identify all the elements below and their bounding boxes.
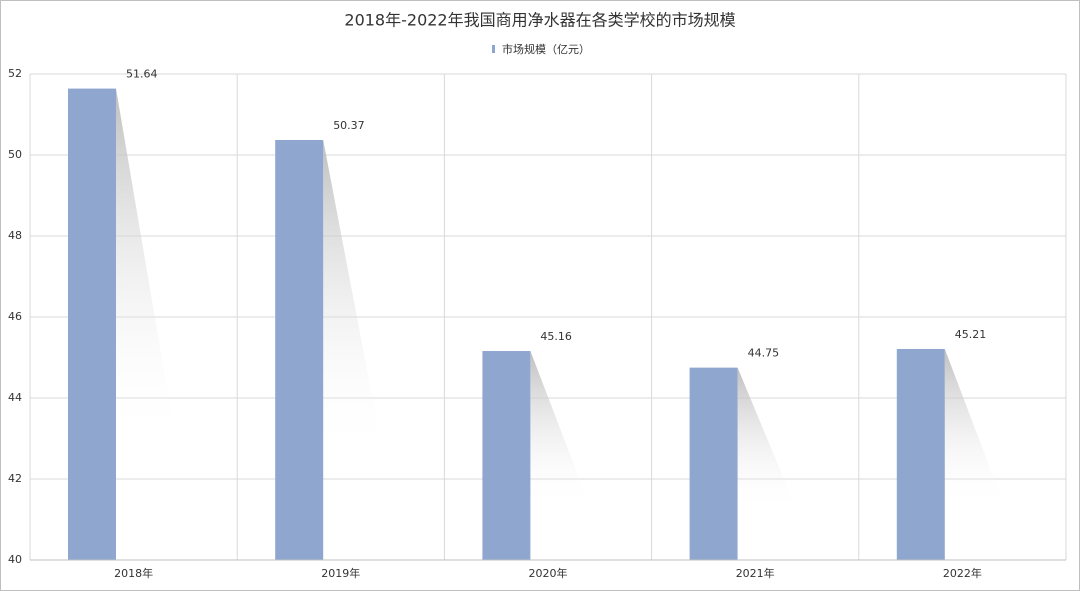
y-tick-label: 40 — [8, 553, 22, 566]
chart-title: 2018年-2022年我国商用净水器在各类学校的市场规模 — [344, 11, 735, 30]
value-label: 50.37 — [333, 119, 365, 132]
bar — [689, 367, 738, 560]
bar-shadow — [530, 351, 591, 508]
x-tick-label: 2022年 — [943, 566, 982, 580]
value-label: 45.21 — [955, 328, 987, 341]
bar-shadow — [116, 88, 176, 443]
x-tick-label: 2019年 — [321, 566, 360, 580]
y-tick-label: 50 — [8, 148, 22, 161]
bar-shadow — [323, 140, 384, 456]
value-label: 44.75 — [748, 347, 780, 360]
legend-label: 市场规模（亿元） — [502, 42, 590, 56]
value-label: 51.64 — [126, 68, 158, 81]
y-tick-label: 48 — [8, 229, 22, 242]
x-tick-label: 2021年 — [736, 566, 775, 580]
bar — [896, 348, 945, 560]
y-tick-label: 42 — [8, 472, 22, 485]
bar-shadow — [737, 367, 798, 512]
y-tick-label: 44 — [8, 391, 22, 404]
bar — [275, 140, 324, 560]
y-tick-label: 46 — [8, 310, 22, 323]
bar — [482, 351, 531, 560]
legend-swatch — [492, 45, 495, 53]
x-tick-label: 2018年 — [114, 566, 153, 580]
bar — [68, 88, 116, 560]
x-tick-label: 2020年 — [529, 566, 568, 580]
bar-shadow — [944, 348, 1005, 508]
value-label: 45.16 — [540, 330, 572, 343]
y-tick-label: 52 — [8, 67, 22, 80]
